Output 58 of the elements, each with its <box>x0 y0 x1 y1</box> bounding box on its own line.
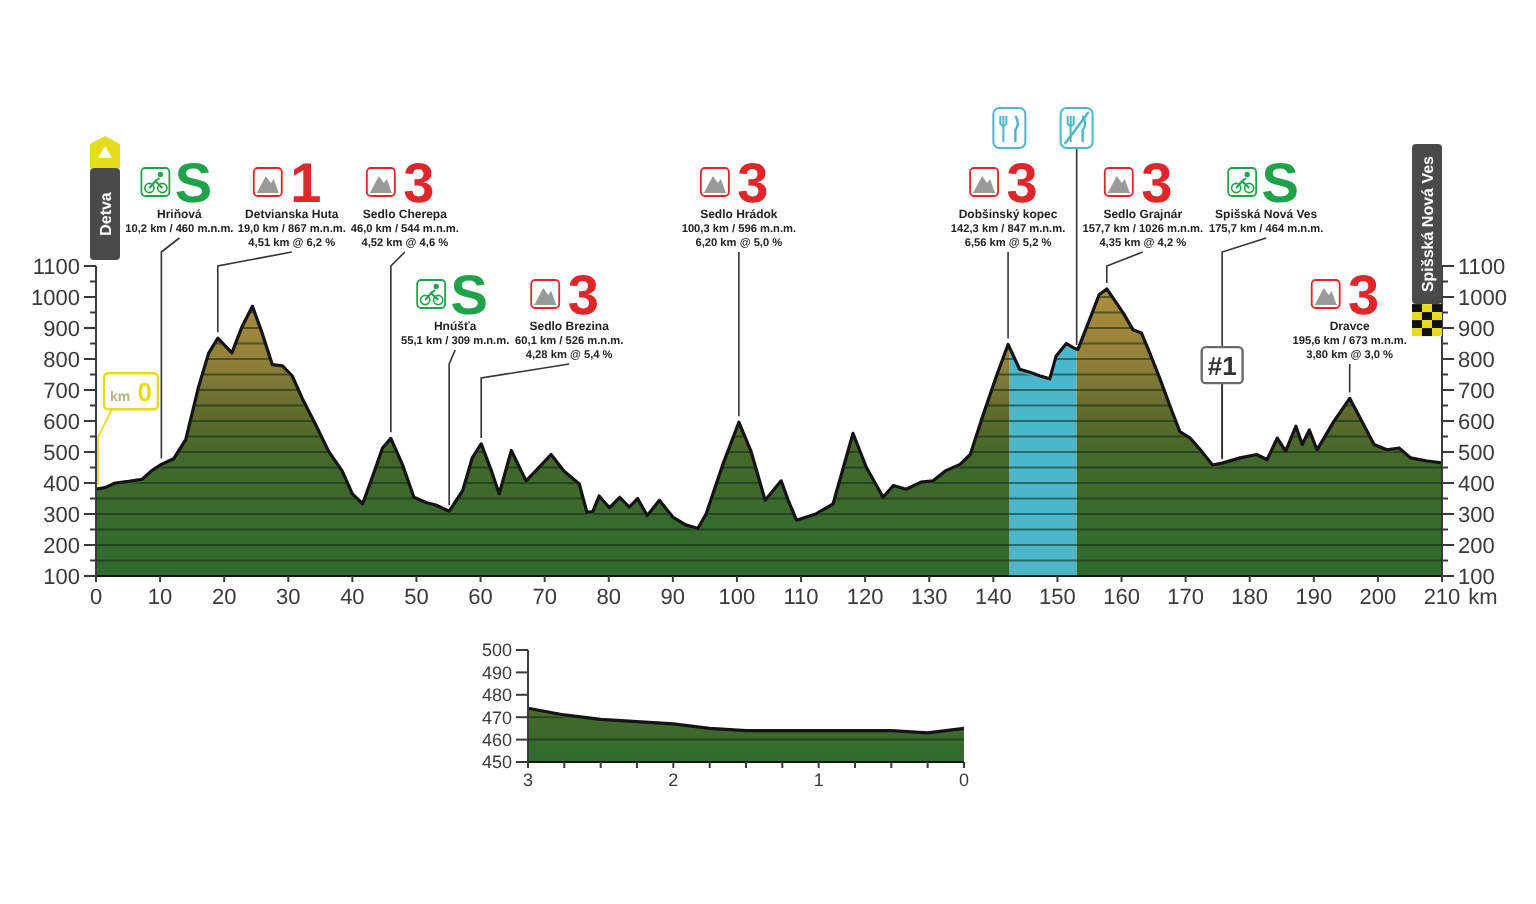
x-tick-label: 40 <box>340 586 365 610</box>
x-tick-label: 150 <box>1039 586 1076 610</box>
y2-tick-label: 400 <box>1458 472 1495 497</box>
y-tick-label: 450 <box>481 752 512 773</box>
x-tick-label: 140 <box>974 586 1012 610</box>
x-tick-label: 120 <box>846 586 884 610</box>
x-tick-label: 10 <box>147 586 173 610</box>
y-tick-label: 500 <box>481 640 512 661</box>
y-tick-label: 400 <box>43 472 80 497</box>
y-tick-label: 480 <box>481 685 512 706</box>
x-tick-label: 1 <box>813 770 824 790</box>
x-tick-label: 20 <box>211 586 237 610</box>
y2-tick-label: 200 <box>1458 534 1495 559</box>
y-tick-label: 500 <box>43 441 80 466</box>
x-tick-label: 190 <box>1295 586 1333 610</box>
y-tick-label: 1100 <box>32 255 80 280</box>
y-tick-label: 900 <box>43 317 80 342</box>
y-tick-label: 200 <box>43 534 80 559</box>
y-tick-label: 1000 <box>31 286 80 311</box>
x-tick-label: 60 <box>468 586 493 610</box>
x-tick-label: 180 <box>1231 586 1269 610</box>
x-tick-label: 100 <box>718 586 756 610</box>
x-tick-label: 50 <box>404 586 429 610</box>
y-tick-label: 600 <box>43 410 80 435</box>
y2-tick-label: 900 <box>1458 317 1495 342</box>
y-tick-label: 460 <box>481 729 512 750</box>
x-tick-label: 2 <box>668 770 679 790</box>
x-tick-label: 110 <box>783 586 819 610</box>
y-tick-label: 700 <box>43 379 80 404</box>
y2-tick-label: 500 <box>1458 441 1495 466</box>
x-tick-label: 0 <box>958 770 970 790</box>
y2-tick-label: 600 <box>1458 410 1495 435</box>
x-tick-label: 3 <box>522 770 534 790</box>
y-tick-label: 800 <box>43 348 80 373</box>
y2-tick-label: 700 <box>1458 379 1495 404</box>
x-tick-label: 0 <box>89 586 103 610</box>
y-tick-label: 490 <box>481 662 512 683</box>
y2-tick-label: 100 <box>1458 565 1495 590</box>
y2-tick-label: 1100 <box>1458 255 1506 280</box>
y-tick-label: 470 <box>481 707 512 728</box>
x-tick-label: 70 <box>532 586 557 610</box>
annotation: Spišská Nová Ves <box>1418 154 1437 293</box>
x-tick-label: 160 <box>1103 586 1140 610</box>
x-tick-label: 30 <box>276 586 301 610</box>
x-tick-label: 80 <box>596 586 622 610</box>
x-tick-label: 200 <box>1359 586 1397 610</box>
y2-tick-label: 300 <box>1458 503 1495 528</box>
text: Detva <box>96 191 115 236</box>
y2-tick-label: 800 <box>1458 348 1495 373</box>
x-tick-label: 130 <box>910 586 948 610</box>
y-tick-label: 100 <box>43 565 80 590</box>
x-tick-label: 90 <box>660 586 686 610</box>
y-tick-label: 300 <box>43 503 80 528</box>
x-tick-label: 170 <box>1167 586 1204 610</box>
x-tick-label: 210 <box>1423 586 1461 610</box>
y2-tick-label: 1000 <box>1458 286 1507 311</box>
annotation: #1 <box>1207 351 1237 382</box>
x-axis-title: km <box>1468 586 1498 610</box>
